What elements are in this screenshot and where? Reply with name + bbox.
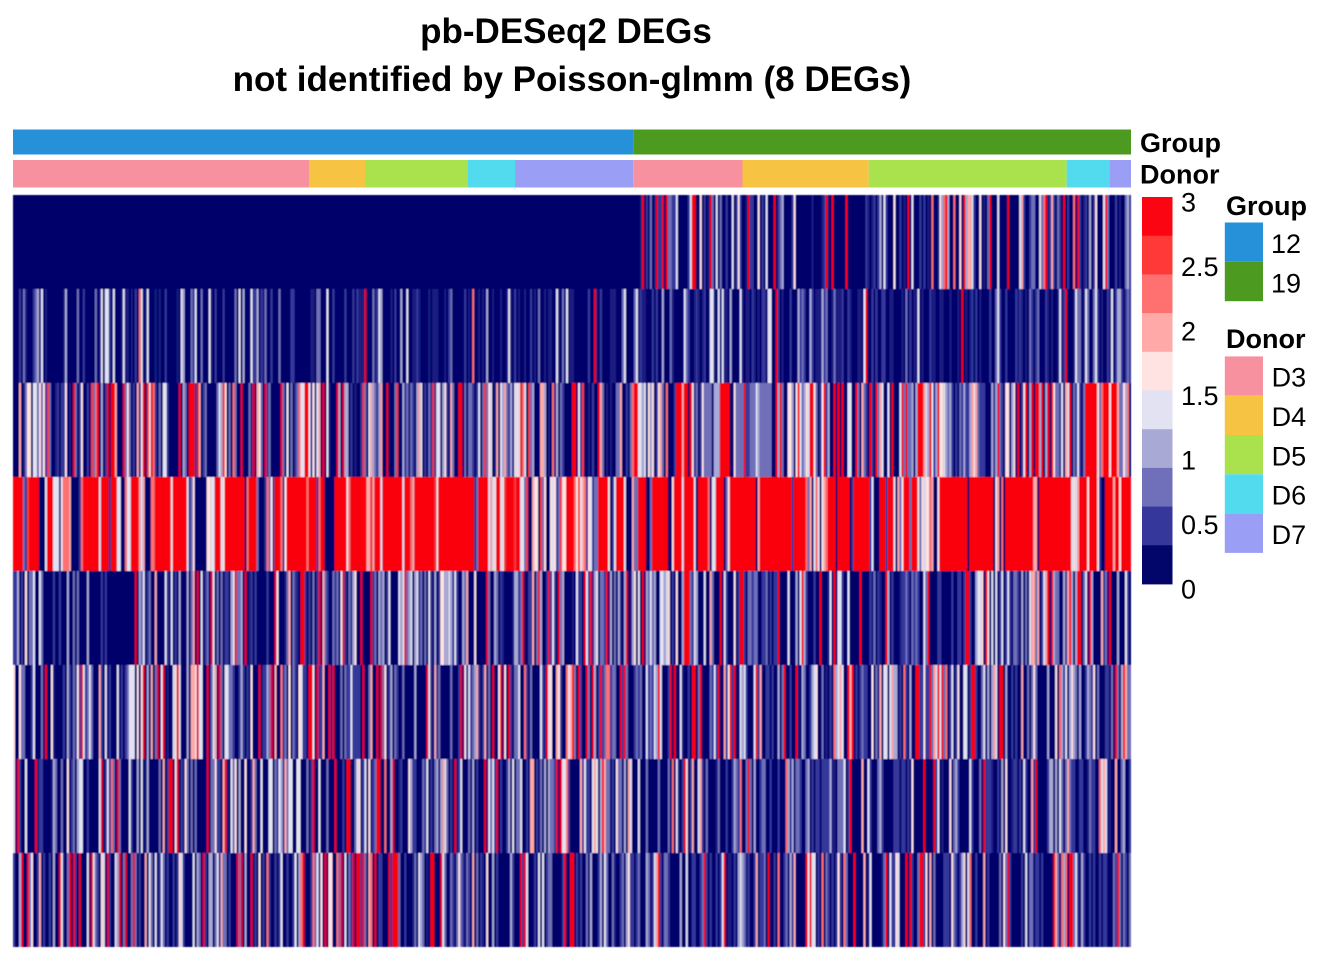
svg-text:Group: Group (1226, 191, 1307, 221)
svg-text:0: 0 (1181, 575, 1196, 605)
svg-text:D4: D4 (1272, 402, 1307, 432)
svg-text:Group: Group (1140, 128, 1221, 158)
svg-text:D3: D3 (1272, 363, 1307, 393)
svg-text:Donor: Donor (1226, 324, 1306, 354)
svg-text:D6: D6 (1272, 481, 1307, 511)
svg-text:2.5: 2.5 (1181, 252, 1219, 282)
svg-text:0.5: 0.5 (1181, 510, 1219, 540)
svg-text:pb-DESeq2 DEGs: pb-DESeq2 DEGs (420, 12, 712, 51)
svg-text:12: 12 (1271, 229, 1301, 259)
svg-text:3: 3 (1181, 188, 1196, 218)
svg-text:Donor: Donor (1140, 160, 1220, 190)
svg-text:not identified by Poisson-glmm: not identified by Poisson-glmm (8 DEGs) (233, 60, 912, 99)
svg-text:2: 2 (1181, 317, 1196, 347)
svg-text:1: 1 (1181, 446, 1196, 476)
svg-text:19: 19 (1271, 268, 1301, 298)
svg-text:D7: D7 (1272, 520, 1307, 550)
svg-text:D5: D5 (1272, 441, 1307, 471)
svg-text:1.5: 1.5 (1181, 381, 1219, 411)
